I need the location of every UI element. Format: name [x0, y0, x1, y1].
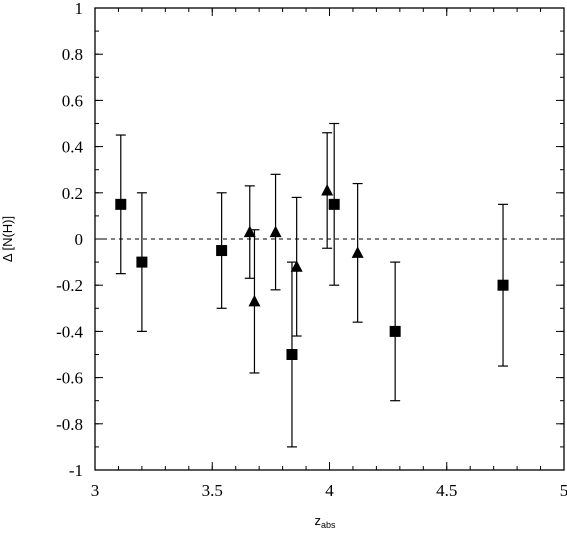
y-tick-label: -0.2: [56, 276, 83, 295]
data-point-square: [497, 279, 509, 291]
data-point-square: [286, 349, 298, 360]
y-tick-label: -0.6: [56, 369, 83, 388]
data-point-triangle: [321, 183, 334, 196]
y-axis-title: Δ [N(H)]: [0, 216, 15, 262]
data-point-triangle: [351, 246, 364, 258]
x-tick-label: 4: [325, 481, 334, 500]
y-tick-label: 1: [75, 0, 84, 18]
data-point-square: [216, 245, 228, 257]
x-tick-label: 3.5: [202, 481, 223, 500]
y-tick-label: -0.8: [56, 415, 83, 434]
data-point-triangle: [248, 294, 261, 307]
x-tick-label: 5: [560, 481, 567, 500]
data-point-square: [389, 325, 401, 337]
y-tick-label: 0.2: [62, 184, 83, 203]
y-tick-label: 0.4: [62, 138, 84, 157]
x-tick-label: 3: [91, 481, 100, 500]
y-tick-label: 0.8: [62, 45, 83, 64]
data-point-square: [115, 198, 127, 210]
y-tick-label: 0: [75, 230, 84, 249]
data-point-square: [328, 198, 340, 210]
data-point-square: [136, 256, 148, 268]
y-tick-label: -1: [69, 461, 83, 480]
y-tick-label: 0.6: [62, 91, 83, 110]
data-point-triangle: [290, 260, 303, 272]
x-axis-title: zabs: [314, 513, 336, 530]
y-tick-label: -0.4: [56, 322, 83, 341]
data-point-triangle: [269, 225, 282, 238]
data-point-triangle: [243, 225, 256, 238]
x-tick-label: 4.5: [436, 481, 457, 500]
